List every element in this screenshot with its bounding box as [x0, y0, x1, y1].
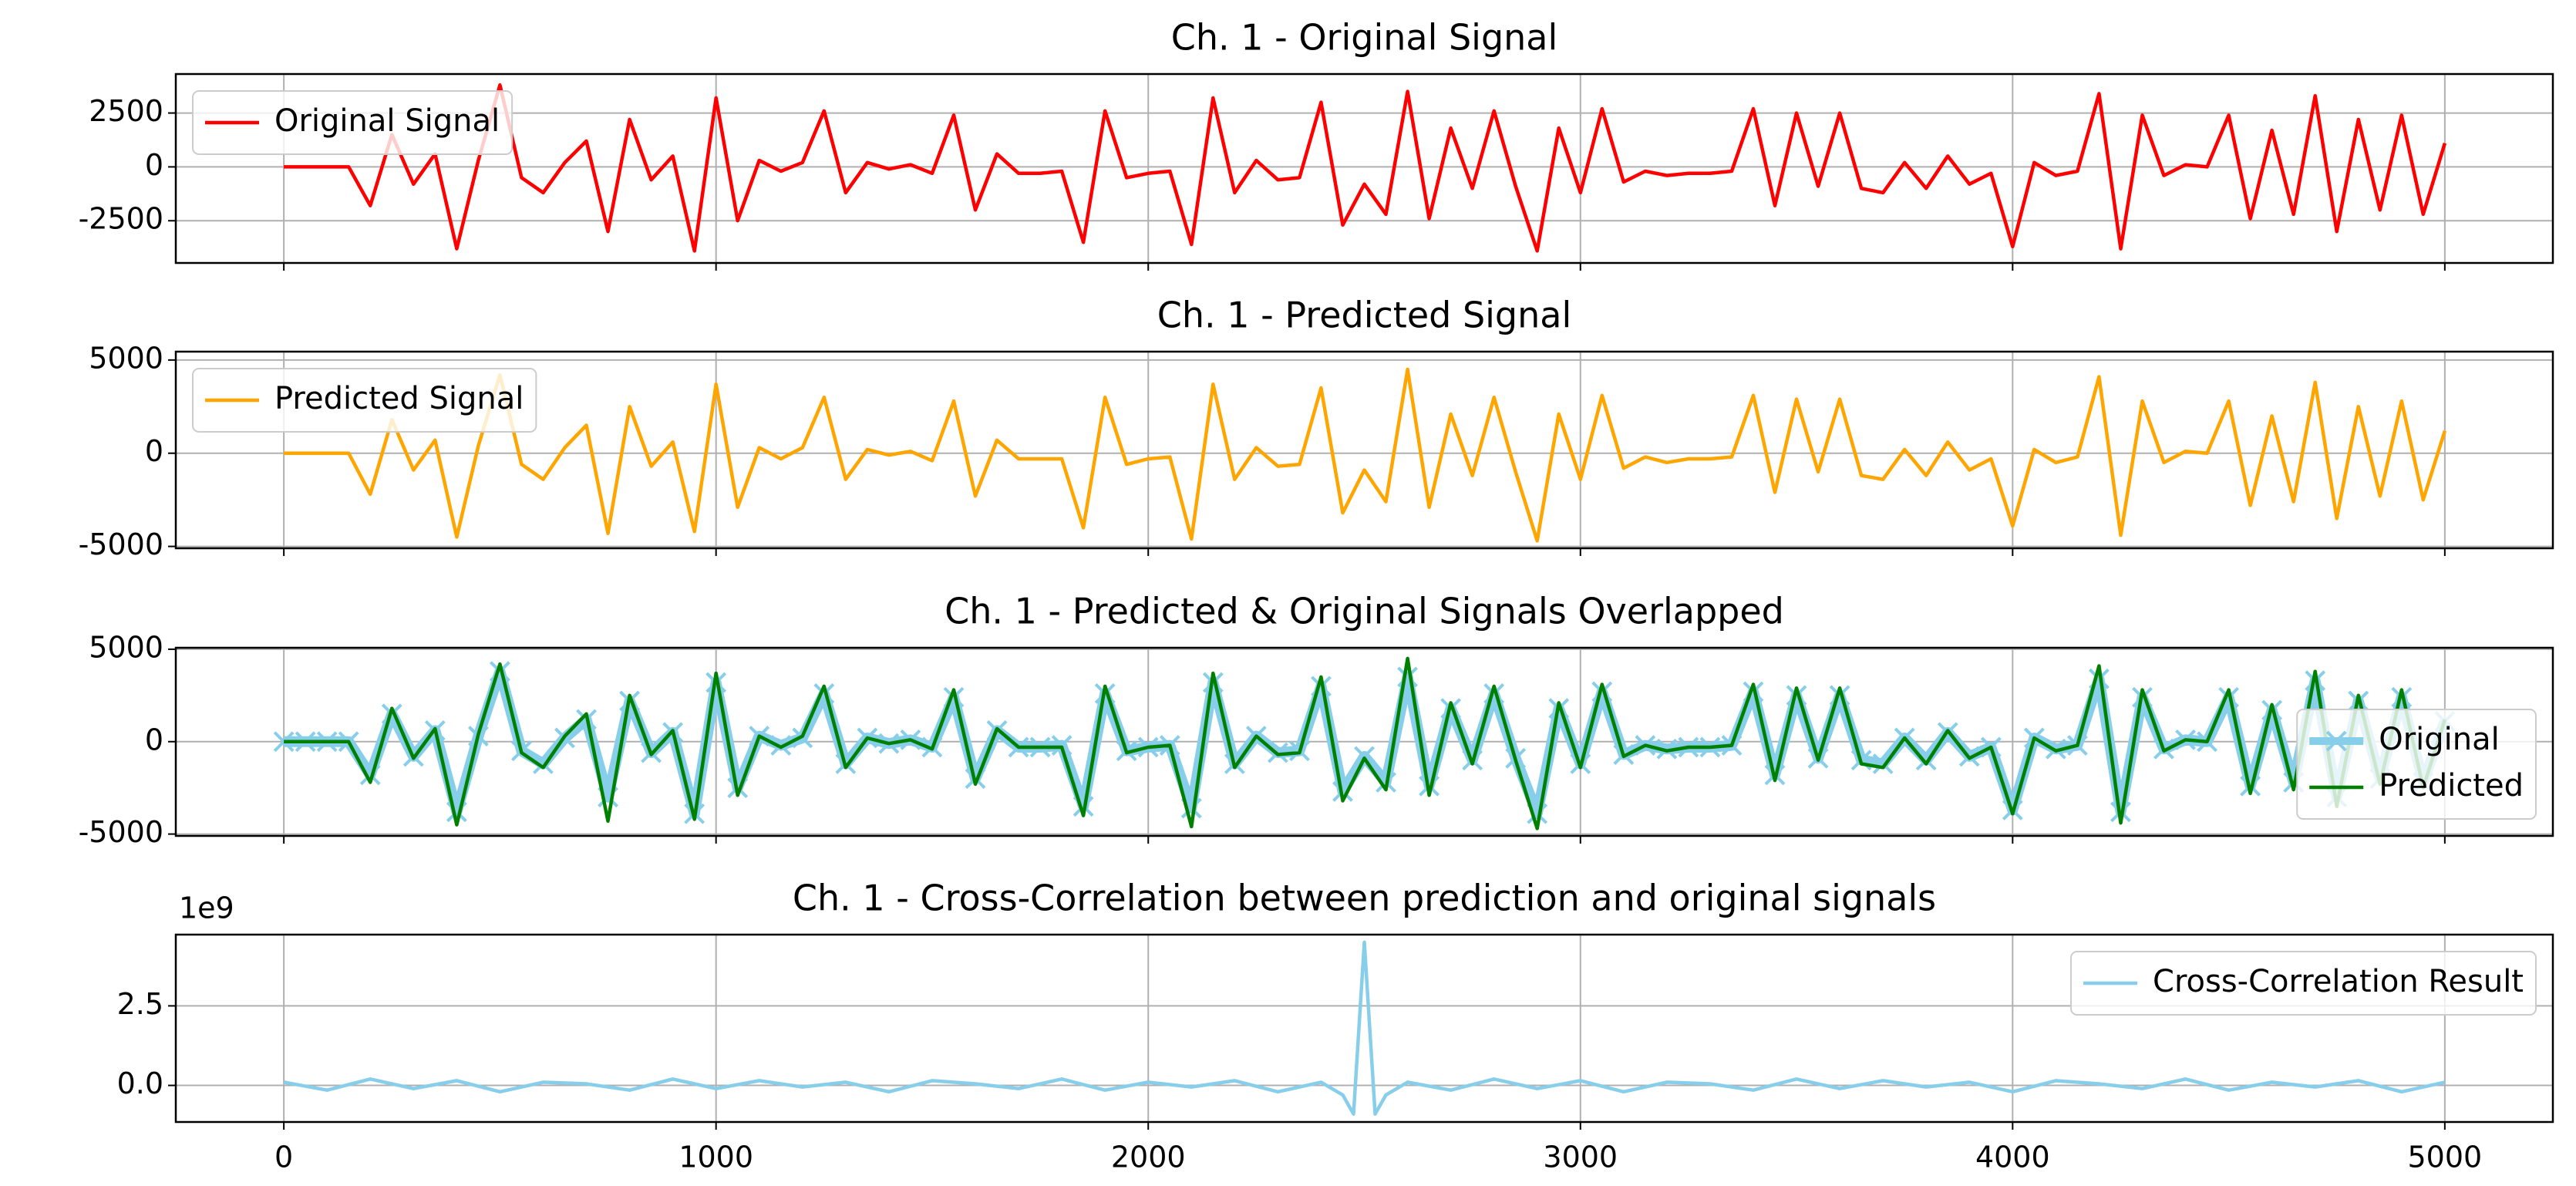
y-offset-label: 1e9 — [179, 891, 234, 925]
legend: Original Predicted — [2296, 709, 2537, 820]
series-line — [284, 367, 2447, 543]
chart-title: Ch. 1 - Original Signal — [1171, 17, 1558, 59]
y-tick-label: 5000 — [89, 341, 163, 375]
legend-label: Cross-Correlation Result — [2153, 964, 2524, 999]
y-tick-label: 2.5 — [117, 987, 163, 1021]
axes-frame — [174, 350, 2554, 550]
legend-label: Predicted — [2379, 768, 2524, 804]
x-tick-label: 0 — [274, 1141, 293, 1174]
y-tick-label: 0 — [145, 723, 163, 756]
legend-label: Predicted Signal — [274, 381, 524, 416]
x-tick-label: 3000 — [1543, 1141, 1618, 1174]
series-line — [284, 665, 2450, 820]
axes-frame — [174, 646, 2554, 837]
chart-title: Ch. 1 - Predicted & Original Signals Ove… — [945, 591, 1784, 632]
legend-box — [2070, 951, 2537, 1016]
legend: Cross-Correlation Result — [2070, 951, 2537, 1016]
y-tick-label: 0.0 — [117, 1066, 163, 1100]
legend: Original Signal — [192, 90, 514, 155]
x-tick-label: 4000 — [1975, 1141, 2050, 1174]
y-tick-label: -2500 — [79, 202, 163, 236]
legend: Predicted Signal — [192, 368, 537, 433]
y-tick-label: 5000 — [89, 630, 163, 664]
y-tick-label: -5000 — [79, 527, 163, 561]
y-tick-label: 2500 — [89, 94, 163, 128]
plot-area — [273, 656, 2456, 831]
plot-area — [284, 367, 2447, 543]
chart-title: Ch. 1 - Cross-Correlation between predic… — [793, 878, 1936, 919]
legend-label: Original — [2379, 722, 2500, 757]
axes-frame — [174, 933, 2554, 1124]
axes-frame — [174, 72, 2554, 264]
series-line — [284, 656, 2447, 831]
y-tick-label: -5000 — [79, 815, 163, 849]
legend-label: Original Signal — [274, 103, 500, 139]
x-tick-label: 1000 — [679, 1141, 753, 1174]
x-tick-label: 5000 — [2408, 1141, 2483, 1174]
chart-title: Ch. 1 - Predicted Signal — [1157, 295, 1572, 336]
y-tick-label: 0 — [145, 434, 163, 468]
plot-area — [283, 940, 2446, 1116]
legend-box — [192, 368, 537, 433]
x-tick-label: 2000 — [1111, 1141, 1186, 1174]
series-line — [283, 940, 2446, 1116]
legend-box — [192, 90, 514, 155]
legend-box — [2296, 709, 2537, 820]
y-tick-label: 0 — [145, 148, 163, 182]
plot-area — [284, 83, 2447, 253]
legend-marker — [2325, 730, 2347, 752]
series-line — [284, 83, 2447, 253]
